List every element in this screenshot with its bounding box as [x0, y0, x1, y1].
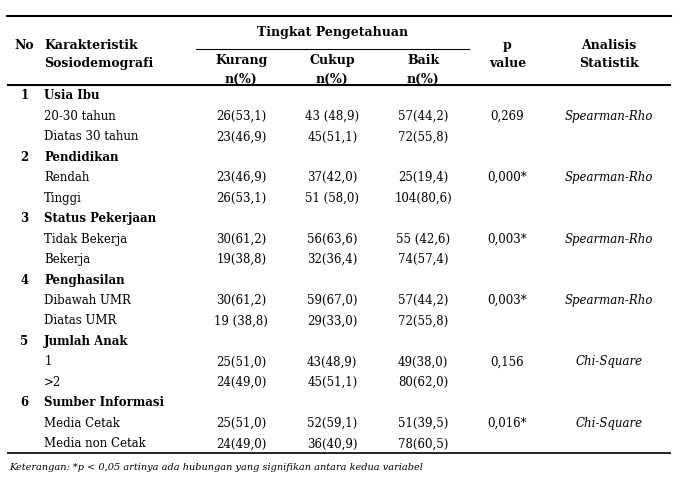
Text: Diatas 30 tahun: Diatas 30 tahun [44, 130, 138, 143]
Text: 32(36,4): 32(36,4) [307, 253, 357, 266]
Text: Penghasilan: Penghasilan [44, 273, 125, 286]
Text: 80(62,0): 80(62,0) [398, 375, 448, 388]
Text: Pendidikan: Pendidikan [44, 151, 119, 164]
Text: 6: 6 [20, 395, 28, 408]
Text: 104(80,6): 104(80,6) [395, 191, 452, 204]
Text: Karakteristik: Karakteristik [44, 39, 138, 52]
Text: 43(48,9): 43(48,9) [307, 355, 357, 368]
Text: Rendah: Rendah [44, 171, 89, 184]
Text: n(%): n(%) [316, 73, 348, 86]
Text: Baik: Baik [407, 54, 439, 67]
Text: Chi-Square: Chi-Square [575, 416, 642, 429]
Text: Diatas UMR: Diatas UMR [44, 314, 117, 327]
Text: 23(46,9): 23(46,9) [216, 130, 266, 143]
Text: 30(61,2): 30(61,2) [216, 232, 266, 245]
Text: 0,003*: 0,003* [487, 232, 527, 245]
Text: Tingkat Pengetahuan: Tingkat Pengetahuan [257, 26, 408, 39]
Text: Media Cetak: Media Cetak [44, 416, 120, 429]
Text: Spearman-Rho: Spearman-Rho [565, 293, 653, 306]
Text: Spearman-Rho: Spearman-Rho [565, 232, 653, 245]
Text: 3: 3 [20, 212, 28, 225]
Text: 19 (38,8): 19 (38,8) [214, 314, 268, 327]
Text: Jumlah Anak: Jumlah Anak [44, 334, 129, 347]
Text: 24(49,0): 24(49,0) [216, 375, 266, 388]
Text: 57(44,2): 57(44,2) [398, 109, 448, 122]
Text: 72(55,8): 72(55,8) [398, 130, 448, 143]
Text: 26(53,1): 26(53,1) [216, 109, 266, 122]
Text: 56(63,6): 56(63,6) [307, 232, 357, 245]
Text: 25(19,4): 25(19,4) [398, 171, 448, 184]
Text: 72(55,8): 72(55,8) [398, 314, 448, 327]
Text: 37(42,0): 37(42,0) [307, 171, 357, 184]
Text: Chi-Square: Chi-Square [575, 355, 642, 368]
Text: Sosiodemografi: Sosiodemografi [44, 57, 153, 70]
Text: 24(49,0): 24(49,0) [216, 437, 266, 449]
Text: n(%): n(%) [407, 73, 439, 86]
Text: Bekerja: Bekerja [44, 253, 90, 266]
Text: Kurang: Kurang [215, 54, 268, 67]
Text: 30(61,2): 30(61,2) [216, 293, 266, 306]
Text: 45(51,1): 45(51,1) [307, 130, 357, 143]
Text: 0,269: 0,269 [491, 109, 524, 122]
Text: 25(51,0): 25(51,0) [216, 355, 266, 368]
Text: Spearman-Rho: Spearman-Rho [565, 109, 653, 122]
Text: 51 (58,0): 51 (58,0) [305, 191, 359, 204]
Text: 4: 4 [20, 273, 28, 286]
Text: Tidak Bekerja: Tidak Bekerja [44, 232, 127, 245]
Text: Media non Cetak: Media non Cetak [44, 437, 146, 449]
Text: 57(44,2): 57(44,2) [398, 293, 448, 306]
Text: 19(38,8): 19(38,8) [216, 253, 266, 266]
Text: 0,016*: 0,016* [487, 416, 527, 429]
Text: 36(40,9): 36(40,9) [307, 437, 357, 449]
Text: n(%): n(%) [225, 73, 258, 86]
Text: 23(46,9): 23(46,9) [216, 171, 266, 184]
Text: 45(51,1): 45(51,1) [307, 375, 357, 388]
Text: Dibawah UMR: Dibawah UMR [44, 293, 131, 306]
Text: value: value [489, 57, 526, 70]
Text: 2: 2 [20, 151, 28, 164]
Text: Tinggi: Tinggi [44, 191, 82, 204]
Text: 0,000*: 0,000* [487, 171, 527, 184]
Text: p: p [503, 39, 512, 52]
Text: 52(59,1): 52(59,1) [307, 416, 357, 429]
Text: Sumber Informasi: Sumber Informasi [44, 395, 164, 408]
Text: 29(33,0): 29(33,0) [307, 314, 357, 327]
Text: 43 (48,9): 43 (48,9) [305, 109, 359, 122]
Text: Usia Ibu: Usia Ibu [44, 89, 100, 102]
Text: 1: 1 [44, 355, 52, 368]
Text: 59(67,0): 59(67,0) [307, 293, 357, 306]
Text: 78(60,5): 78(60,5) [398, 437, 448, 449]
Text: 51(39,5): 51(39,5) [398, 416, 448, 429]
Text: 55 (42,6): 55 (42,6) [396, 232, 450, 245]
Text: 5: 5 [20, 334, 28, 347]
Text: Cukup: Cukup [309, 54, 355, 67]
Text: 74(57,4): 74(57,4) [398, 253, 448, 266]
Text: 26(53,1): 26(53,1) [216, 191, 266, 204]
Text: 0,003*: 0,003* [487, 293, 527, 306]
Text: >2: >2 [44, 375, 62, 388]
Text: 49(38,0): 49(38,0) [398, 355, 448, 368]
Text: 20-30 tahun: 20-30 tahun [44, 109, 116, 122]
Text: 25(51,0): 25(51,0) [216, 416, 266, 429]
Text: Status Pekerjaan: Status Pekerjaan [44, 212, 157, 225]
Text: 0,156: 0,156 [491, 355, 524, 368]
Text: 1: 1 [20, 89, 28, 102]
Text: Keterangan: *p < 0,05 artinya ada hubungan yang signifikan antara kedua variabel: Keterangan: *p < 0,05 artinya ada hubung… [9, 462, 423, 470]
Text: No: No [14, 39, 34, 52]
Text: Statistik: Statistik [579, 57, 639, 70]
Text: Analisis: Analisis [581, 39, 637, 52]
Text: Spearman-Rho: Spearman-Rho [565, 171, 653, 184]
